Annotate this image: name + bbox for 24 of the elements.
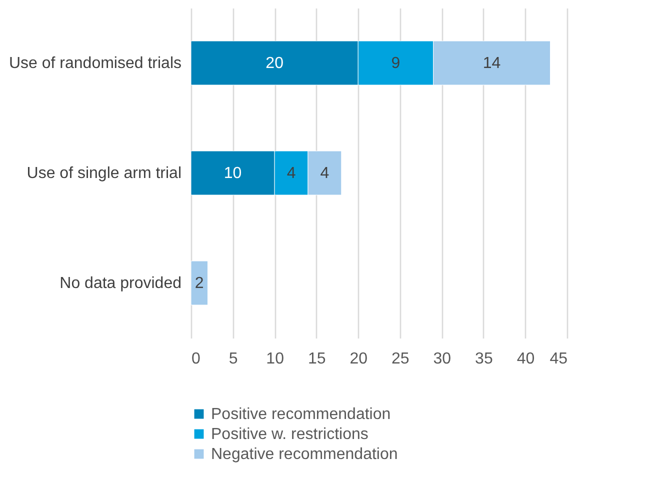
x-tick-label: 30	[433, 350, 452, 368]
x-tick-label: 35	[475, 350, 493, 368]
x-tick-label: 5	[228, 350, 238, 368]
legend-label: Negative recommendation	[211, 446, 398, 463]
y-tick-label: No data provided	[60, 275, 182, 292]
data-label: 9	[391, 55, 400, 72]
x-tick-label: 15	[308, 350, 326, 368]
y-tick-label: Use of randomised trials	[8, 55, 182, 72]
data-label: 2	[194, 275, 204, 292]
legend-label: Positive w. restrictions	[211, 426, 368, 443]
data-label: 4	[320, 165, 330, 182]
y-tick-label: Use of single arm trial	[26, 165, 182, 182]
bar	[190, 260, 208, 306]
x-tick-label: 0	[192, 350, 200, 368]
x-tick-label: 40	[516, 350, 535, 368]
data-label: 10	[224, 165, 242, 182]
data-label: 14	[482, 55, 501, 72]
x-tick-label: 25	[391, 350, 410, 368]
x-tick-label: 45	[550, 350, 568, 368]
data-label: 4	[286, 165, 296, 182]
x-tick-label: 20	[350, 350, 368, 368]
legend-label: Positive recommendation	[211, 406, 391, 423]
data-label: 20	[266, 55, 284, 72]
x-tick-label: 10	[266, 350, 284, 368]
